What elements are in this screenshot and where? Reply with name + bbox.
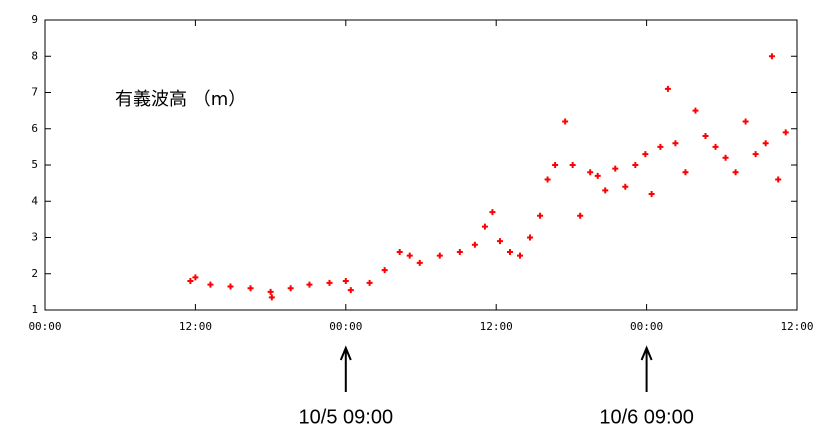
data-point bbox=[664, 85, 671, 92]
data-point bbox=[456, 249, 463, 255]
data-point bbox=[481, 223, 488, 230]
data-point bbox=[632, 162, 639, 168]
x-tick-label: 12:00 bbox=[780, 320, 813, 333]
data-point bbox=[642, 151, 649, 158]
data-point bbox=[187, 278, 194, 284]
data-point bbox=[712, 143, 719, 150]
x-tick-label: 00:00 bbox=[329, 320, 362, 333]
data-point bbox=[752, 151, 759, 158]
data-point bbox=[416, 259, 423, 266]
data-point bbox=[366, 279, 373, 286]
data-point bbox=[768, 53, 775, 60]
annotation: 10/5 09:00 bbox=[299, 406, 394, 428]
y-tick-label: 1 bbox=[31, 303, 38, 316]
data-point bbox=[552, 162, 559, 168]
data-point bbox=[287, 285, 294, 292]
data-point bbox=[742, 118, 749, 125]
data-point bbox=[594, 172, 601, 179]
data-point bbox=[517, 252, 524, 259]
y-tick-label: 9 bbox=[31, 13, 38, 26]
data-point bbox=[577, 212, 584, 219]
data-point bbox=[775, 176, 782, 183]
data-point bbox=[544, 176, 551, 183]
data-point bbox=[227, 283, 234, 290]
y-tick-label: 4 bbox=[31, 194, 38, 207]
x-tick-label: 00:00 bbox=[630, 320, 663, 333]
data-point bbox=[396, 249, 403, 255]
arrow bbox=[339, 345, 352, 392]
data-point bbox=[648, 191, 655, 197]
y-tick-label: 6 bbox=[31, 122, 38, 135]
data-point bbox=[471, 241, 478, 248]
y-tick-label: 2 bbox=[31, 267, 38, 280]
data-point bbox=[702, 133, 709, 139]
data-point bbox=[527, 234, 534, 241]
data-point bbox=[268, 294, 275, 301]
arrow bbox=[640, 345, 653, 392]
x-tick-label: 00:00 bbox=[28, 320, 61, 333]
data-point bbox=[622, 183, 629, 190]
plot-frame bbox=[44, 19, 798, 311]
data-point bbox=[267, 288, 274, 295]
data-point bbox=[732, 169, 739, 176]
x-tick-label: 12:00 bbox=[480, 320, 513, 333]
chart-title: 有義波高 （m） bbox=[115, 89, 246, 110]
data-point bbox=[602, 187, 609, 194]
data-point bbox=[347, 287, 354, 294]
y-tick-label: 5 bbox=[31, 158, 38, 171]
data-point bbox=[436, 252, 443, 259]
data-point bbox=[489, 209, 496, 216]
y-tick-label: 7 bbox=[31, 86, 38, 99]
data-point bbox=[342, 278, 349, 284]
x-tick-label: 12:00 bbox=[179, 320, 212, 333]
data-point bbox=[192, 274, 199, 281]
data-point bbox=[722, 154, 729, 161]
data-point bbox=[506, 249, 513, 255]
data-point bbox=[657, 143, 664, 150]
data-point bbox=[762, 140, 769, 147]
data-point bbox=[782, 129, 789, 136]
data-point bbox=[537, 212, 544, 219]
data-point bbox=[496, 238, 503, 245]
y-tick-label: 3 bbox=[31, 231, 38, 244]
data-point bbox=[207, 281, 214, 288]
y-tick-label: 8 bbox=[31, 49, 38, 62]
data-point bbox=[326, 279, 333, 286]
data-point bbox=[682, 169, 689, 176]
data-point bbox=[569, 162, 576, 168]
annotation: 10/6 09:00 bbox=[599, 406, 694, 428]
data-point bbox=[381, 267, 388, 274]
data-point bbox=[406, 252, 413, 259]
data-point bbox=[612, 165, 619, 172]
data-point bbox=[692, 107, 699, 114]
data-point bbox=[672, 140, 679, 147]
data-point bbox=[306, 281, 313, 288]
data-point bbox=[587, 169, 594, 176]
data-point bbox=[562, 118, 569, 125]
data-point bbox=[247, 285, 254, 292]
